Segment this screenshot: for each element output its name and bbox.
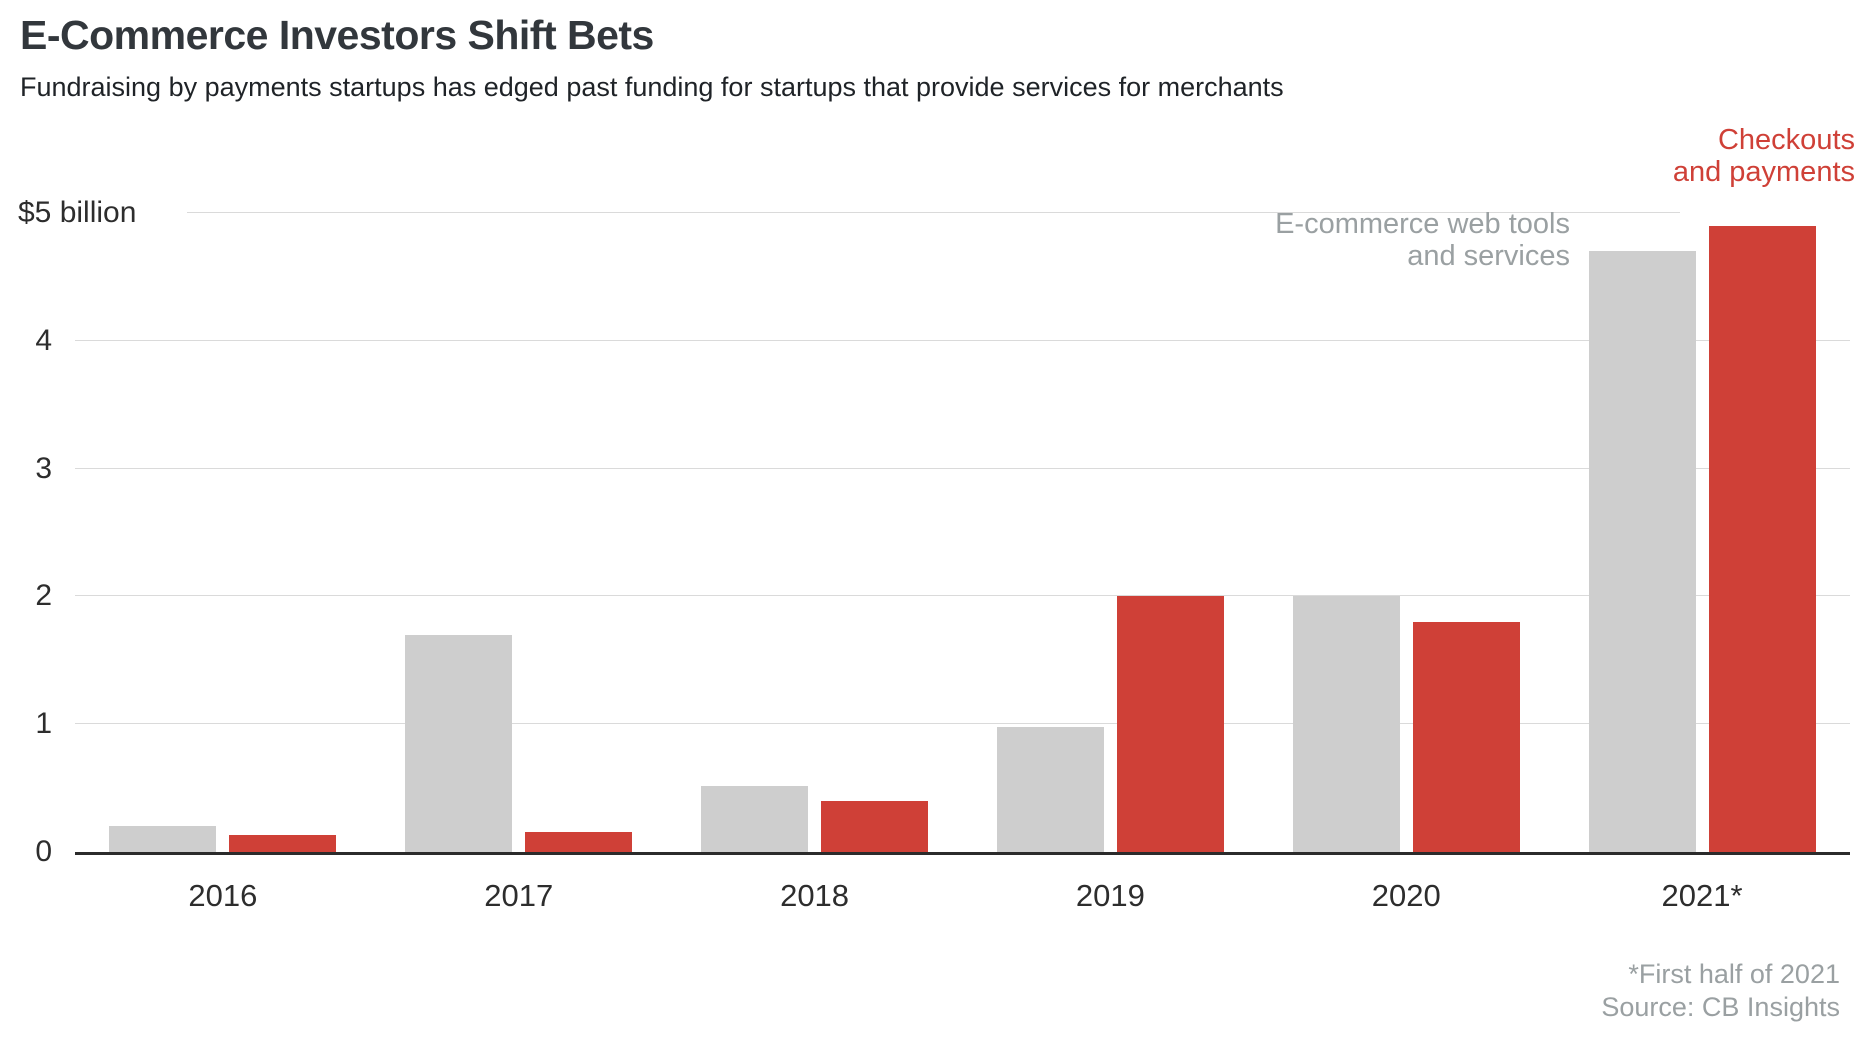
x-axis-label-2020: 2020 xyxy=(1371,878,1441,913)
x-axis: 2016 2017 2018 2019 2020 2021* xyxy=(75,878,1850,914)
bar-payments-2020 xyxy=(1412,621,1520,852)
x-axis-label-2021: 2021* xyxy=(1661,878,1743,913)
footnote-asterisk: *First half of 2021 xyxy=(1628,959,1840,989)
bar-web-tools-2019 xyxy=(996,726,1104,852)
footnote-source: Source: CB Insights xyxy=(1601,992,1840,1022)
y-tick-label-1: 1 xyxy=(35,707,52,741)
plot-area: 0 1 2 3 4 $5 billion xyxy=(18,196,1850,868)
gridline-5 xyxy=(187,212,1680,213)
bar-groups xyxy=(75,213,1850,852)
gridline-4 xyxy=(75,339,1850,341)
bar-payments-2018 xyxy=(821,800,929,852)
x-axis-label-2019: 2019 xyxy=(1075,878,1145,913)
x-axis-label-2018: 2018 xyxy=(780,878,850,913)
bar-web-tools-2016 xyxy=(109,826,217,852)
bar-group-2020 xyxy=(1258,213,1554,852)
gridline-1 xyxy=(75,723,1850,725)
bar-web-tools-2020 xyxy=(1292,596,1400,852)
bar-web-tools-2018 xyxy=(701,785,809,852)
bar-web-tools-2017 xyxy=(405,634,513,852)
chart-footnote: *First half of 2021 Source: CB Insights xyxy=(1601,958,1840,1024)
bar-group-2019 xyxy=(962,213,1258,852)
gridline-2 xyxy=(75,595,1850,597)
series-label-line: E-commerce web tools xyxy=(1275,208,1570,240)
bar-payments-2017 xyxy=(525,831,633,852)
bar-group-2018 xyxy=(667,213,963,852)
bar-payments-2019 xyxy=(1116,596,1224,852)
y-tick-label-3: 3 xyxy=(35,451,52,485)
x-axis-label-2017: 2017 xyxy=(484,878,554,913)
bar-group-2021 xyxy=(1554,213,1850,852)
chart-title: E-Commerce Investors Shift Bets xyxy=(20,12,654,58)
y-tick-label-2: 2 xyxy=(35,579,52,613)
bar-web-tools-2021 xyxy=(1588,251,1696,852)
series-label-checkouts-and-payments: Checkouts and payments xyxy=(1673,124,1855,188)
x-axis-label-2016: 2016 xyxy=(188,878,258,913)
bar-group-2016 xyxy=(75,213,371,852)
series-label-line: and services xyxy=(1407,240,1570,272)
gridline-3 xyxy=(75,467,1850,469)
chart-subtitle: Fundraising by payments startups has edg… xyxy=(20,72,1284,102)
bar-payments-2016 xyxy=(229,835,337,852)
y-tick-label-0: 0 xyxy=(35,835,52,868)
bar-group-2017 xyxy=(371,213,667,852)
bar-payments-2021 xyxy=(1708,225,1816,852)
y-tick-label-4: 4 xyxy=(35,323,52,357)
series-label-line: Checkouts xyxy=(1717,124,1855,156)
series-label-line: and payments xyxy=(1672,156,1855,188)
series-label-web-tools-and-services: E-commerce web tools and services xyxy=(1275,208,1570,272)
y-tick-label-5: $5 billion xyxy=(18,196,137,229)
